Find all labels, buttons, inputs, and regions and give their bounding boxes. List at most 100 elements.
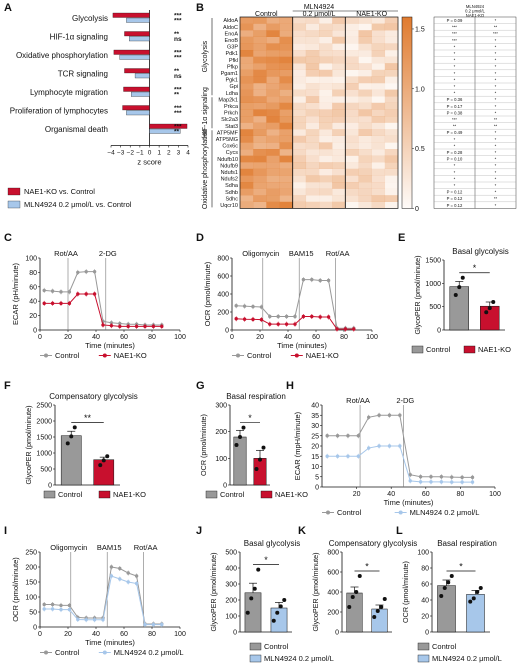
heatmap-cell xyxy=(240,102,254,110)
heatmap-cell xyxy=(358,142,372,150)
heatmap-cell xyxy=(345,76,359,84)
heatmap-cell xyxy=(305,50,320,57)
sig-table-cell: * xyxy=(454,183,456,188)
heatmap-cell xyxy=(253,149,267,156)
replicate-point xyxy=(258,457,262,462)
heatmap-cell xyxy=(371,50,386,57)
data-point xyxy=(42,288,46,293)
heatmap-cell xyxy=(332,201,346,209)
chart-title: Basal respiration xyxy=(437,539,497,548)
y-tick-label: 0 xyxy=(425,630,429,637)
x-tick-label-a: 0 xyxy=(148,150,152,157)
heatmap-cell xyxy=(266,142,280,150)
replicate-point xyxy=(69,434,74,439)
heatmap-cell xyxy=(292,142,307,150)
heatmap-cell xyxy=(292,43,307,51)
heatmap-cell xyxy=(319,168,333,176)
y-tick-label: 20 xyxy=(311,444,319,451)
category-label-a: Glycolysis xyxy=(72,14,108,23)
replicate-point xyxy=(347,605,352,609)
heatmap-cell xyxy=(279,43,293,51)
heatmap-cell xyxy=(305,102,320,110)
heatmap-cell xyxy=(384,116,399,123)
replicate-point xyxy=(278,604,283,609)
y-tick-label: 1500 xyxy=(425,258,441,265)
y-tick-label: 40 xyxy=(311,403,319,410)
heatmap-cell xyxy=(332,43,346,51)
replicate-point xyxy=(475,590,480,594)
sig-table-cell: * xyxy=(495,91,497,96)
legend-marker xyxy=(398,510,403,515)
sig-table-cell: *** xyxy=(452,117,457,122)
heatmap-cell xyxy=(332,69,346,77)
data-point xyxy=(418,480,423,484)
heatmap-cell xyxy=(266,69,280,77)
heatmap-cell xyxy=(332,50,346,57)
data-point xyxy=(42,602,46,607)
heatmap-cell xyxy=(266,56,280,64)
heatmap-cell xyxy=(253,69,267,77)
data-point xyxy=(251,304,255,309)
heatmap-cell xyxy=(345,63,359,70)
sig-table-cell: * xyxy=(495,170,497,175)
replicate-point xyxy=(484,310,489,315)
x-tick-label: 40 xyxy=(284,334,292,341)
sig-table-cell: * xyxy=(495,104,497,109)
heatmap-cell xyxy=(371,69,386,77)
heatmap-cell xyxy=(358,89,372,97)
legend-label: Control xyxy=(220,490,245,499)
data-point xyxy=(76,270,80,275)
sig-table-cell: ** xyxy=(494,117,498,122)
heatmap-cell xyxy=(305,122,320,130)
heatmap-cell xyxy=(292,122,307,130)
heatmap-row-label: Pdk1 xyxy=(225,51,238,57)
heatmap-cell xyxy=(358,122,372,130)
heatmap-cell xyxy=(332,155,346,163)
heatmap-cell xyxy=(292,17,307,24)
sig-table-cell: *** xyxy=(493,31,498,36)
data-point xyxy=(335,327,339,331)
panel-letter-b: B xyxy=(196,2,204,14)
heatmap-row-label: Ndufb10 xyxy=(217,157,238,163)
heatmap-cell xyxy=(371,102,386,110)
heatmap-cell xyxy=(384,83,399,90)
sig-label: * xyxy=(473,263,477,273)
heatmap-cell xyxy=(266,175,280,183)
data-point xyxy=(109,574,114,578)
sig-table-cell: P = 0.10 xyxy=(447,157,463,162)
heatmap-cell xyxy=(384,155,399,163)
replicate-point xyxy=(357,574,362,578)
heatmap-cell xyxy=(253,109,267,117)
heatmap-cell xyxy=(240,96,254,103)
x-tick-label-a: 3 xyxy=(177,150,181,157)
heatmap-cell xyxy=(371,149,386,156)
sig-label: ** xyxy=(84,413,92,423)
y-tick-label: 500 xyxy=(40,467,52,474)
panel-letter-j: J xyxy=(196,525,203,537)
data-point xyxy=(242,317,247,321)
sig-table-cell: P = 0.28 xyxy=(447,150,463,155)
x-axis-title: Time (minutes) xyxy=(85,638,135,647)
heatmap-cell xyxy=(305,96,320,103)
data-point xyxy=(59,290,63,294)
data-point xyxy=(134,581,139,586)
y-tick-label: 0 xyxy=(223,483,227,490)
data-point xyxy=(259,317,264,322)
heatmap-cell xyxy=(305,116,320,123)
heatmap-cell xyxy=(384,17,399,24)
heatmap-cell xyxy=(279,168,293,176)
heatmap-cell xyxy=(358,17,372,24)
sig-table-cell: * xyxy=(454,170,456,175)
heatmap-cell xyxy=(319,43,333,51)
replicate-point xyxy=(372,615,377,619)
injection-label: Oligomycin xyxy=(50,543,87,552)
sig-table-cell: P = 0.12 xyxy=(447,196,463,201)
heatmap-cell xyxy=(253,36,267,44)
heatmap-cell xyxy=(371,188,386,196)
sig-table-cell: P = 0.12 xyxy=(447,190,463,195)
bar-a xyxy=(119,54,150,60)
heatmap-cell xyxy=(279,135,293,143)
data-point xyxy=(301,314,306,319)
heatmap-cell xyxy=(292,36,307,44)
y-tick-label: 5 xyxy=(315,474,319,481)
